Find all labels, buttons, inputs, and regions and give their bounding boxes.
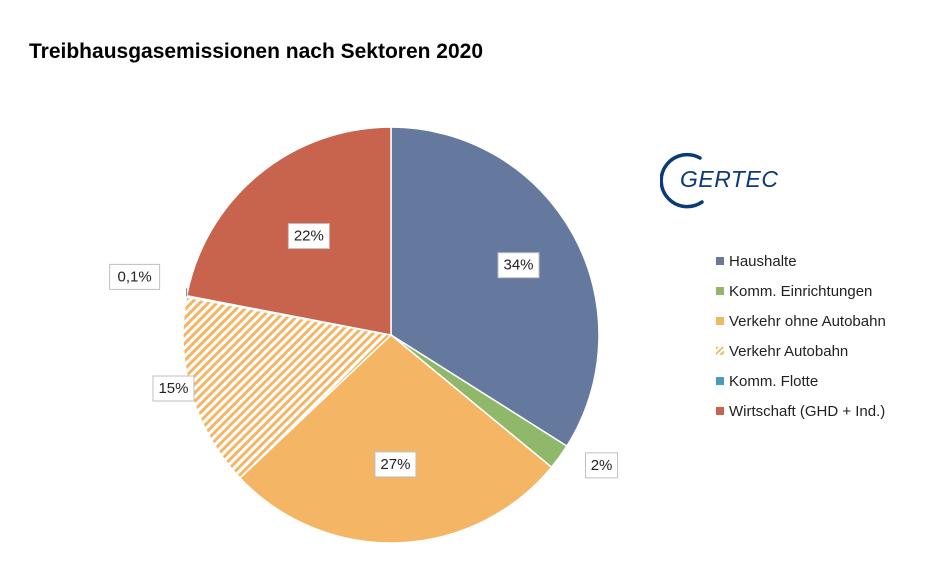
legend-label: Haushalte (729, 252, 797, 270)
data-label-box (287, 223, 330, 250)
data-label-box (585, 452, 619, 479)
data-label-text: 22% (294, 228, 324, 245)
legend-label: Verkehr ohne Autobahn (729, 312, 886, 330)
data-label: 0,1% (109, 263, 161, 290)
data-label-box (497, 252, 540, 279)
logo-text: GERTEC (680, 166, 779, 192)
legend-label: Komm. Einrichtungen (729, 282, 873, 300)
data-label-box (109, 263, 161, 290)
pie-slice-haushalte (390, 126, 600, 448)
legend-label: Komm. Flotte (729, 372, 819, 390)
data-label: 22% (287, 223, 330, 250)
legend-swatch (716, 317, 724, 325)
data-label: 2% (585, 452, 619, 479)
gertec-logo: GERTEC (659, 150, 790, 210)
legend-item: Verkehr ohne Autobahn (716, 306, 886, 336)
legend-swatch (716, 377, 724, 385)
pie-slices (182, 126, 600, 544)
data-label-text: 27% (380, 456, 410, 473)
legend-item: Verkehr Autobahn (716, 336, 886, 366)
data-label: 15% (152, 375, 195, 402)
legend-item: Wirtschaft (GHD + Ind.) (716, 396, 886, 426)
data-label: 34% (497, 252, 540, 279)
chart-title: Treibhausgasemissionen nach Sektoren 202… (29, 40, 484, 63)
data-label-text: 15% (158, 380, 188, 397)
data-label-text: 34% (503, 257, 533, 274)
data-labels: 34% 2% 27% 15% 0,1% 22% (109, 223, 619, 479)
data-label-text: 0,1% (118, 268, 152, 285)
legend-item: Komm. Einrichtungen (716, 276, 886, 306)
chart-legend: Haushalte Komm. Einrichtungen Verkehr ohne… (716, 246, 886, 426)
data-label-text: 2% (591, 457, 613, 474)
data-label-box (152, 375, 195, 402)
data-label-box (374, 451, 417, 478)
legend-label: Verkehr Autobahn (729, 342, 849, 360)
legend-item: Komm. Flotte (716, 366, 886, 396)
legend-label: Wirtschaft (GHD + Ind.) (729, 402, 886, 420)
logo-arc-icon (659, 152, 704, 209)
legend-swatch (716, 257, 724, 265)
legend-swatch (716, 287, 724, 295)
legend-swatch (716, 347, 724, 355)
legend-swatch (716, 407, 724, 415)
pie-slice-verkehr-ohne-autobahn (238, 333, 553, 544)
data-label: 27% (374, 451, 417, 478)
legend-item: Haushalte (716, 246, 886, 276)
